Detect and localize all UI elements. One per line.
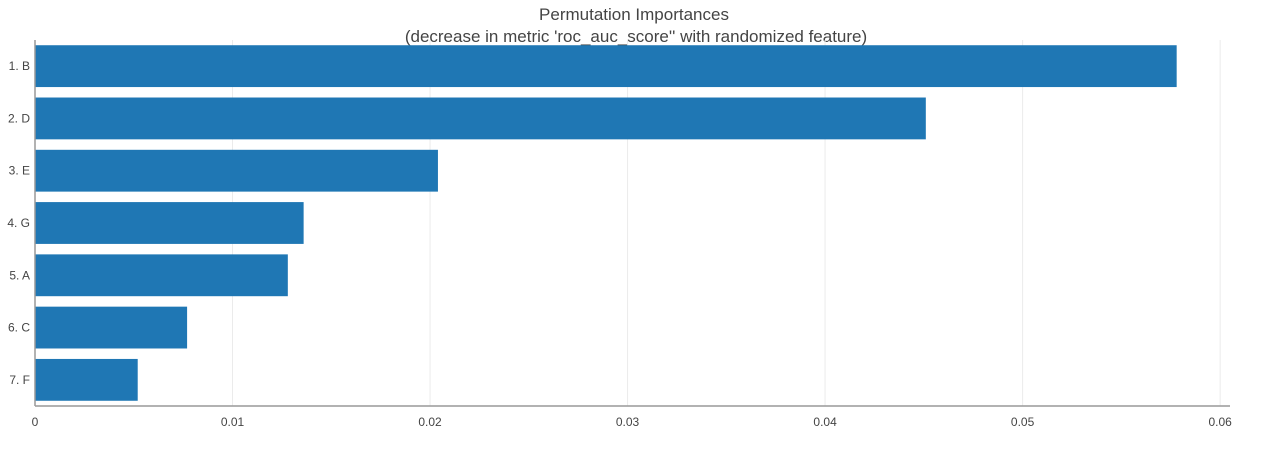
y-tick-label-6: 6. C — [8, 321, 30, 335]
y-tick-label-4: 4. G — [7, 216, 30, 230]
x-tick-label-6: 0.06 — [1208, 415, 1232, 429]
bar-6 — [35, 306, 188, 349]
x-tick-label-1: 0.01 — [221, 415, 245, 429]
x-tick-label-5: 0.05 — [1011, 415, 1035, 429]
y-tick-labels: 1. B 2. D 3. E 4. G 5. A 6. C 7. F — [7, 59, 30, 387]
x-tick-label-2: 0.02 — [418, 415, 442, 429]
y-tick-label-7: 7. F — [9, 373, 30, 387]
y-tick-label-2: 2. D — [8, 111, 30, 125]
x-tick-label-0: 0 — [32, 415, 39, 429]
y-tick-label-1: 1. B — [9, 59, 30, 73]
bar-2 — [35, 97, 926, 140]
x-tick-labels: 0 0.01 0.02 0.03 0.04 0.05 0.06 — [32, 415, 1232, 429]
bar-1 — [35, 45, 1177, 88]
bar-group — [35, 45, 1177, 401]
y-tick-label-5: 5. A — [9, 268, 30, 282]
chart-title: Permutation Importances — [539, 5, 729, 24]
chart-subtitle: (decrease in metric 'roc_auc_score'' wit… — [405, 27, 867, 46]
x-tick-label-4: 0.04 — [813, 415, 837, 429]
bar-4 — [35, 202, 304, 244]
axes — [34, 40, 1230, 407]
grid-lines — [232, 40, 1221, 406]
bar-3 — [35, 149, 438, 192]
x-tick-label-3: 0.03 — [616, 415, 640, 429]
y-tick-label-3: 3. E — [9, 164, 30, 178]
bar-7 — [35, 358, 138, 401]
bar-5 — [35, 254, 288, 297]
